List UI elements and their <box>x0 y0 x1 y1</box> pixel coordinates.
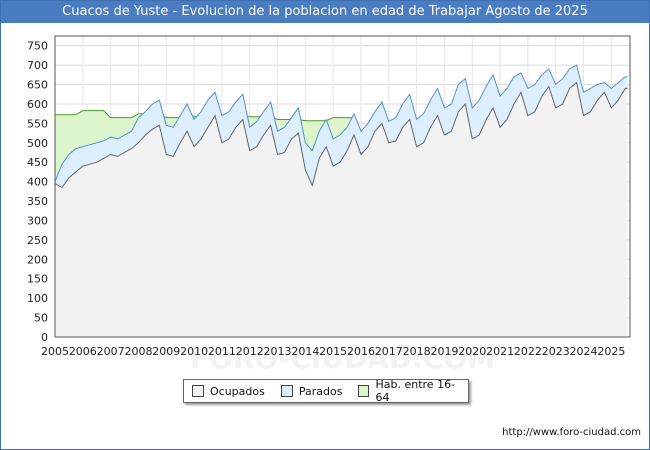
x-tick-label-2006: 2006 <box>69 345 97 358</box>
area-ocupados <box>55 82 628 337</box>
plot-border <box>54 35 631 338</box>
x-tick-label-2016: 2016 <box>347 345 375 358</box>
x-tick-label-2014: 2014 <box>291 345 319 358</box>
legend-item-ocupados: Ocupados <box>192 385 265 398</box>
legend-item-parados: Parados <box>280 384 343 398</box>
x-tick-label-2008: 2008 <box>124 345 152 358</box>
y-tick-label-0: 0 <box>41 331 48 344</box>
x-tick-label-2010: 2010 <box>180 345 208 358</box>
x-tick-label-2013: 2013 <box>264 345 292 358</box>
y-tick-label-250: 250 <box>27 234 48 247</box>
y-tick-label-450: 450 <box>27 156 48 169</box>
chart-title: Cuacos de Yuste - Evolucion de la poblac… <box>1 1 649 23</box>
y-tick-label-400: 400 <box>27 176 48 189</box>
x-tick-label-2021: 2021 <box>486 345 514 358</box>
x-tick-label-2009: 2009 <box>152 345 180 358</box>
legend-item-habitantes: Hab. entre 16-64 <box>358 378 460 404</box>
legend-swatch-habitantes <box>358 385 370 397</box>
y-tick-label-200: 200 <box>27 253 48 266</box>
legend-label-ocupados: Ocupados <box>210 384 265 398</box>
y-tick-label-150: 150 <box>27 273 48 286</box>
series-line-parados <box>54 64 628 182</box>
x-tick-label-2019: 2019 <box>430 345 458 358</box>
x-tick-label-2020: 2020 <box>458 345 486 358</box>
y-tick-label-550: 550 <box>27 117 48 130</box>
x-tick-label-2011: 2011 <box>208 345 236 358</box>
legend-swatch-ocupados <box>192 385 204 397</box>
legend-swatch-parados <box>280 385 293 397</box>
series-line-ocupados <box>54 81 628 189</box>
y-tick-label-300: 300 <box>27 214 48 227</box>
x-tick-label-2012: 2012 <box>236 345 264 358</box>
y-tick-label-750: 750 <box>27 40 48 53</box>
x-tick-label-2018: 2018 <box>403 345 431 358</box>
source-url[interactable]: http://www.foro-ciudad.com <box>502 427 641 438</box>
legend-label-habitantes: Hab. entre 16-64 <box>375 378 456 404</box>
y-tick-label-600: 600 <box>27 98 48 111</box>
x-tick-label-2007: 2007 <box>97 345 125 358</box>
y-tick-label-650: 650 <box>27 79 48 92</box>
x-tick-label-2025: 2025 <box>597 345 625 358</box>
x-tick-label-2023: 2023 <box>542 345 570 358</box>
watermark-text: FORO-CIUDAD.COM <box>190 342 495 375</box>
y-tick-label-50: 50 <box>34 312 48 325</box>
x-tick-label-2024: 2024 <box>570 345 598 358</box>
y-tick-label-350: 350 <box>27 195 48 208</box>
x-tick-label-2022: 2022 <box>514 345 542 358</box>
x-tick-label-2015: 2015 <box>319 345 347 358</box>
x-tick-label-2005: 2005 <box>41 345 69 358</box>
y-tick-label-100: 100 <box>27 292 48 305</box>
legend: Ocupados Parados Hab. entre 16-64 <box>183 378 469 404</box>
legend-label-parados: Parados <box>298 384 343 398</box>
y-tick-label-700: 700 <box>27 59 48 72</box>
x-tick-label-2017: 2017 <box>375 345 403 358</box>
y-tick-label-500: 500 <box>27 137 48 150</box>
